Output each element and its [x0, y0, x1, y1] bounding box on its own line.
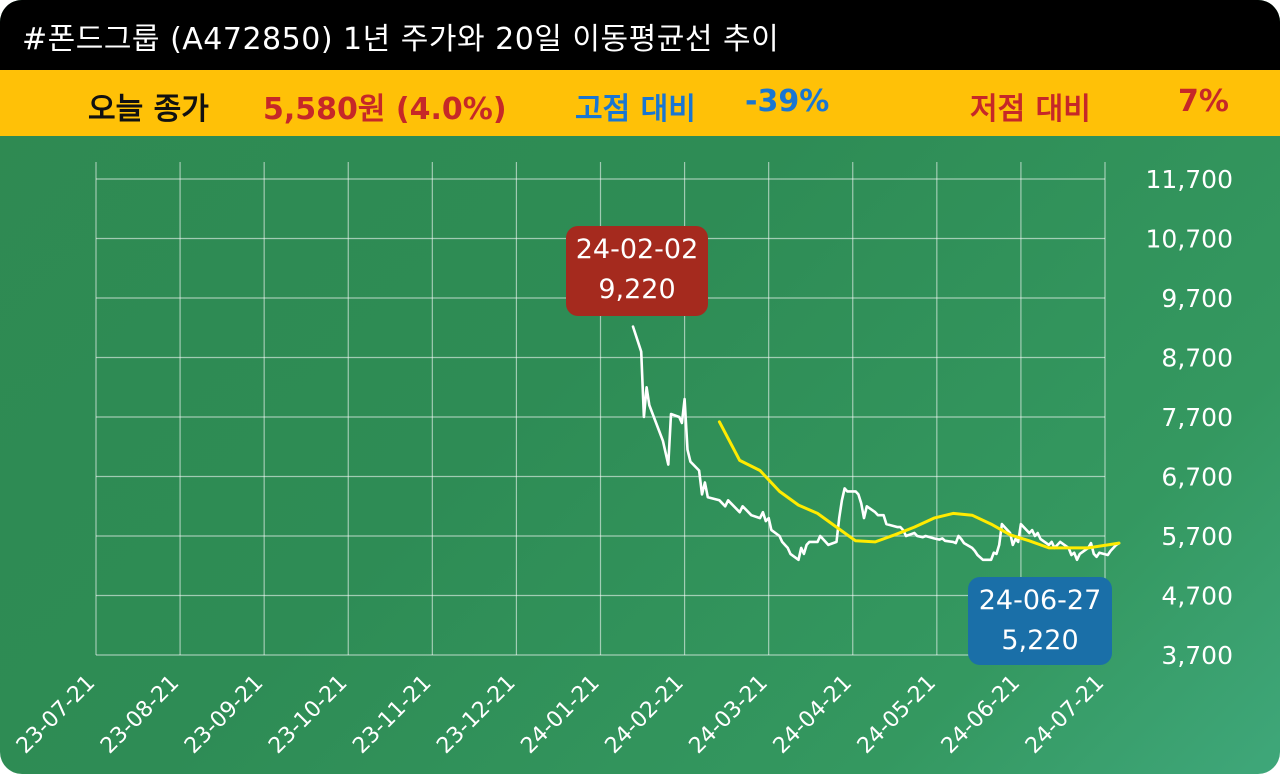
grid-lines: [95, 162, 1106, 656]
y-axis-ticks: 11,700 10,700 9,700 8,700 7,700 6,700 5,700 4,7…: [1146, 165, 1233, 670]
y-tick-label: 5,700: [1161, 522, 1233, 551]
high-callout-date: 24-02-02: [575, 234, 699, 265]
y-tick-label: 3,700: [1161, 641, 1233, 670]
x-tick-label: 24-04-21: [769, 671, 857, 759]
x-tick-label: 23-12-21: [432, 671, 520, 759]
x-tick-label: 23-11-21: [348, 671, 436, 759]
vs-high-label: 고점 대비: [575, 92, 696, 127]
price-chart: 11,700 10,700 9,700 8,700 7,700 6,700 5,700 4,7…: [12, 162, 1233, 759]
y-tick-label: 11,700: [1146, 165, 1233, 194]
y-tick-label: 4,700: [1161, 582, 1233, 611]
x-tick-label: 23-08-21: [96, 671, 184, 759]
low-callout-value: 5,220: [1001, 625, 1079, 656]
x-tick-label: 24-01-21: [516, 671, 604, 759]
vs-low-value: 7%: [1178, 84, 1229, 119]
close-price-value: 5,580원 (4.0%): [263, 92, 507, 127]
x-tick-label: 23-07-21: [12, 671, 100, 759]
low-callout: 24-06-27 5,220: [968, 577, 1112, 665]
vs-low-label: 저점 대비: [970, 92, 1091, 127]
series-lines: [631, 325, 1121, 562]
x-axis-ticks: 23-07-2123-08-2123-09-2123-10-2123-11-21…: [12, 671, 1109, 759]
y-tick-label: 9,700: [1161, 284, 1233, 313]
y-tick-label: 8,700: [1161, 344, 1233, 373]
vs-high-value: -39%: [745, 84, 830, 119]
x-tick-label: 23-09-21: [180, 671, 268, 759]
y-tick-label: 7,700: [1161, 403, 1233, 432]
low-callout-date: 24-06-27: [978, 585, 1102, 616]
x-tick-label: 24-03-21: [685, 671, 773, 759]
high-callout-value: 9,220: [598, 274, 676, 305]
chart-title: #폰드그룹 (A472850) 1년 주가와 20일 이동평균선 추이: [22, 22, 780, 57]
x-tick-label: 23-10-21: [264, 671, 352, 759]
moving-average-line: [717, 420, 1121, 550]
high-callout: 24-02-02 9,220: [566, 226, 708, 316]
title-bar: #폰드그룹 (A472850) 1년 주가와 20일 이동평균선 추이: [0, 0, 1280, 70]
price-line: [631, 325, 1121, 562]
info-bar: 오늘 종가 5,580원 (4.0%) 고점 대비 -39% 저점 대비 7%: [0, 70, 1280, 136]
y-tick-label: 6,700: [1161, 463, 1233, 492]
x-tick-label: 24-02-21: [601, 671, 689, 759]
x-tick-label: 24-07-21: [1021, 671, 1109, 759]
x-tick-label: 24-05-21: [853, 671, 941, 759]
close-price-label: 오늘 종가: [88, 92, 209, 127]
y-tick-label: 10,700: [1146, 225, 1233, 254]
x-tick-label: 24-06-21: [937, 671, 1025, 759]
